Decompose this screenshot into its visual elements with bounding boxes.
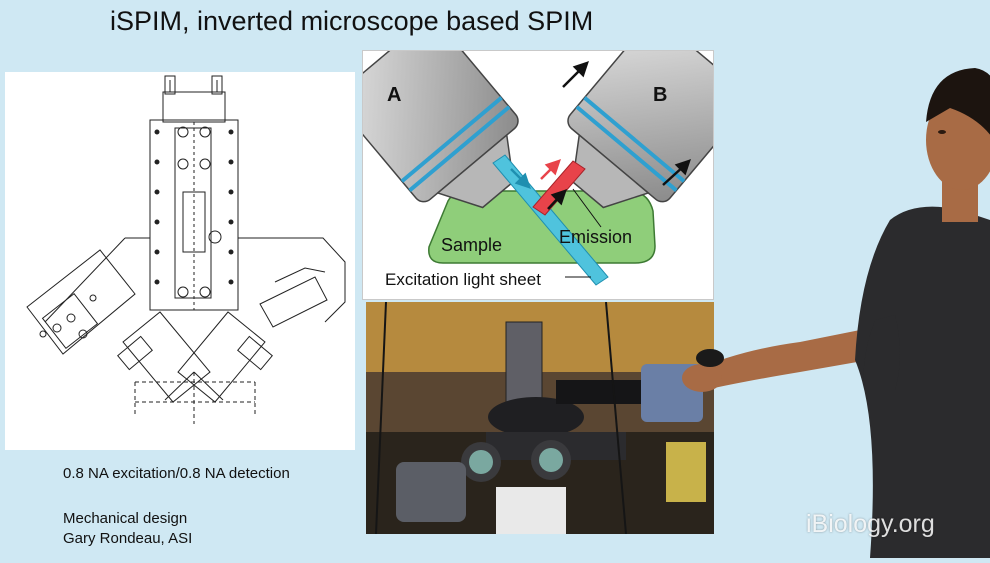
label-excitation: Excitation light sheet [385, 270, 541, 289]
objective-b [567, 18, 751, 209]
mechanical-drawing [5, 72, 355, 450]
label-emission: Emission [559, 227, 632, 247]
caption-design-line2: Gary Rondeau, ASI [63, 530, 193, 547]
slide-title: iSPIM, inverted microscope based SPIM [110, 6, 594, 36]
microscope-photo [366, 302, 714, 534]
emission-beam [532, 160, 586, 216]
label-a: A [387, 84, 401, 106]
objective-a [335, 18, 519, 209]
label-b: B [653, 84, 667, 106]
caption-design-line1: Mechanical design [63, 510, 188, 527]
label-sample: Sample [441, 235, 502, 255]
caption-na: 0.8 NA excitation/0.8 NA detection [63, 465, 290, 482]
presenter [680, 60, 990, 558]
watermark: iBiology.org [806, 510, 935, 538]
excitation-light-sheet [492, 154, 609, 286]
objective-schematic: A B Sample Emission Excitation light she… [335, 18, 751, 300]
